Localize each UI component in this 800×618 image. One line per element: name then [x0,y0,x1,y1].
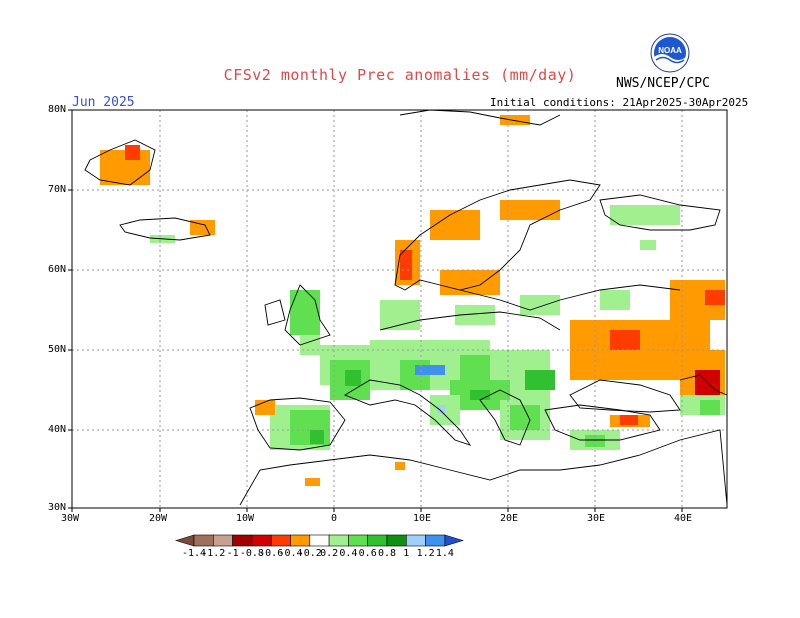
colorbar-label: 1.2 [416,548,435,559]
colorbar [174,534,464,547]
colorbar-swatch [270,534,291,547]
colorbar-label: -1.2 [201,548,226,559]
forecast-month: Jun 2025 [72,95,135,110]
colorbar-label: -0.6 [259,548,284,559]
colorbar-label: 0.2 [320,548,339,559]
chart-title: CFSv2 monthly Prec anomalies (mm/day) [223,66,577,84]
colorbar-label: 1.4 [435,548,454,559]
colorbar-swatch [232,534,253,547]
colorbar-swatch [328,534,349,547]
colorbar-swatch [309,534,330,547]
lon-tick-label: 40E [674,513,693,524]
colorbar-swatch [213,534,233,547]
lon-tick-label: 10W [236,513,255,524]
svg-text:NOAA: NOAA [658,46,682,55]
wet-anomaly-cells [150,205,725,450]
coastlines [84,109,728,506]
lat-tick-label: 60N [48,264,67,275]
colorbar-label: -0.4 [278,548,303,559]
lat-tick-label: 30N [48,502,67,513]
lon-tick-label: 30E [587,513,606,524]
colorbar-label: -1 [226,548,239,559]
colorbar-label: -0.8 [239,548,264,559]
colorbar-swatch [251,534,272,547]
agency-label: NWS/NCEP/CPC [616,76,710,91]
colorbar-label: -1.4 [181,548,207,559]
lat-tick-label: 50N [48,344,67,355]
lon-tick-label: 20W [149,513,168,524]
lat-tick-label: 40N [48,424,67,435]
lat-lon-grid [72,110,727,508]
lon-tick-label: 30W [61,513,80,524]
colorbar-arrow-right [444,534,464,547]
colorbar-label: -0.2 [297,548,322,559]
colorbar-arrow-left [174,534,195,547]
lon-tick-label: 20E [500,513,519,524]
colorbar-swatch [290,534,311,547]
colorbar-swatch [193,534,214,547]
noaa-logo: NOAA [650,33,690,73]
lat-tick-label: 70N [48,184,67,195]
colorbar-swatch [425,534,446,547]
colorbar-swatch [348,534,368,547]
colorbar-label: 0.6 [358,548,377,559]
lat-tick-label: 80N [48,104,67,115]
map-frame [71,109,728,509]
colorbar-swatch [405,534,426,547]
colorbar-label: 1 [403,548,410,559]
lon-tick-label: 10E [413,513,432,524]
initial-conditions: Initial conditions: 21Apr2025-30Apr2025 [490,96,749,109]
colorbar-label: 0.8 [377,548,397,559]
colorbar-swatch [367,534,388,547]
dry-anomaly-cells [100,115,725,486]
colorbar-label: 0.4 [339,548,358,559]
axis-ticks [68,109,683,512]
lon-tick-label: 0 [331,513,338,524]
colorbar-swatch [386,534,407,547]
